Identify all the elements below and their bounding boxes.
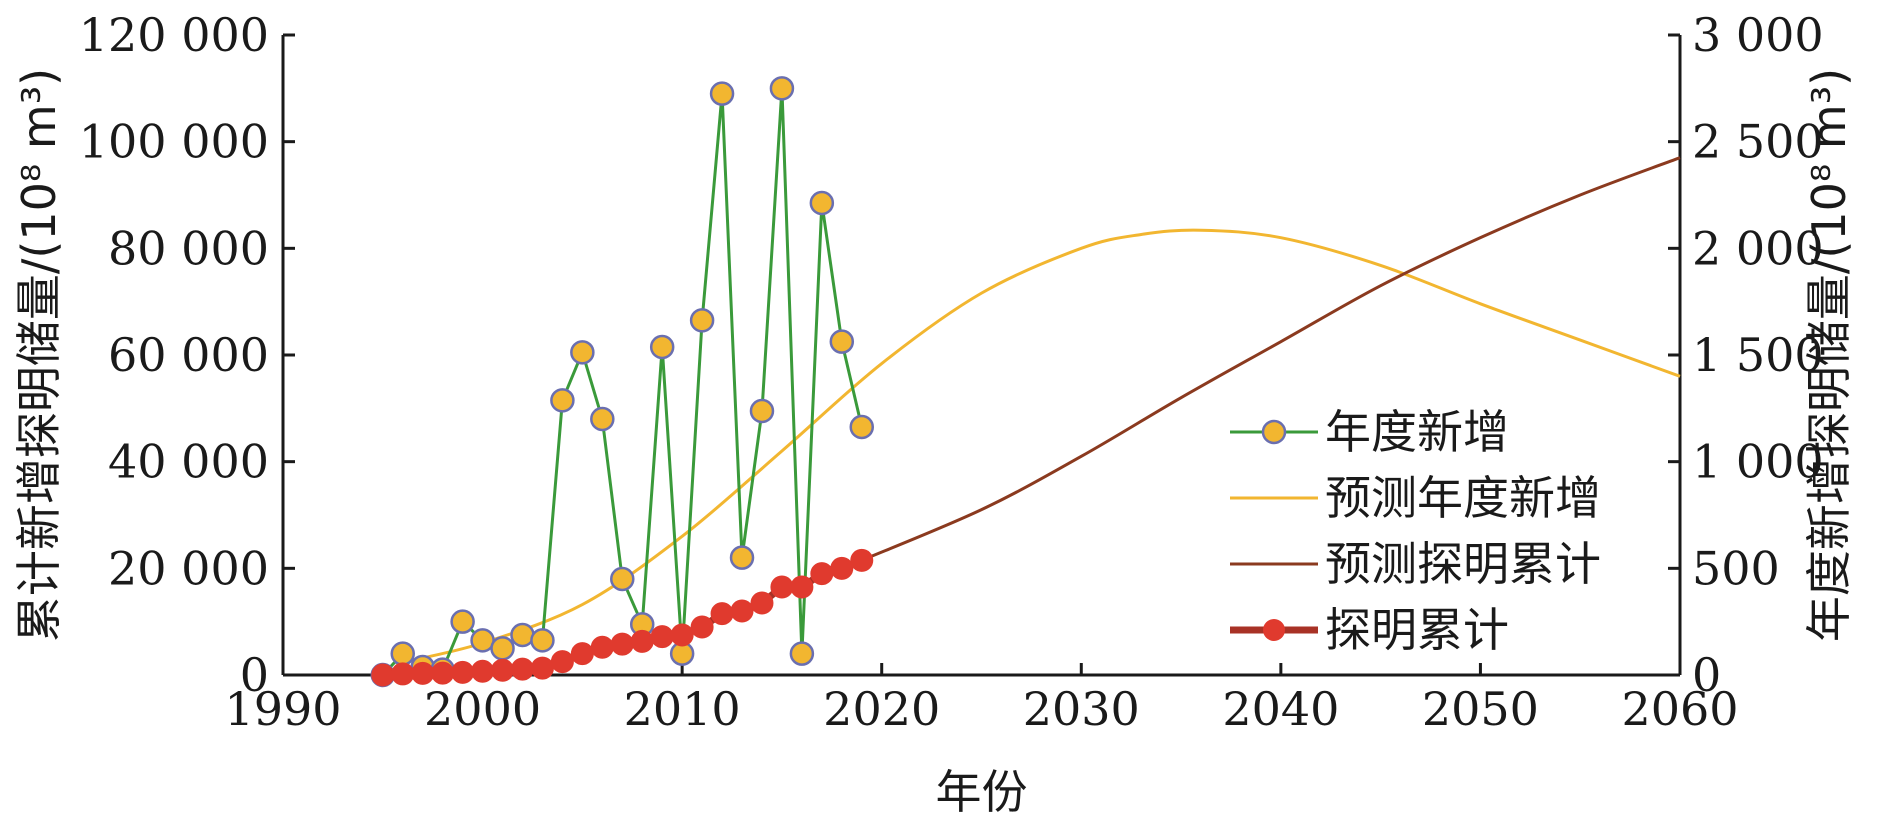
right-y-tick-label: 0 xyxy=(1692,648,1721,702)
left-y-tick-label: 20 000 xyxy=(108,541,269,595)
x-tick-label: 1990 xyxy=(224,682,341,736)
data-point xyxy=(849,414,875,440)
data-point xyxy=(829,329,855,354)
x-tick-label: 2060 xyxy=(1621,682,1738,736)
left-y-axis-title: 累计新增探明储量/(10⁸ m³) xyxy=(12,68,66,642)
legend-label: 年度新增 xyxy=(1325,405,1509,459)
data-point xyxy=(670,623,694,647)
x-tick-label: 2040 xyxy=(1222,682,1339,736)
data-point xyxy=(490,636,515,661)
data-point xyxy=(769,76,795,101)
data-point xyxy=(730,599,754,623)
data-point xyxy=(510,622,535,648)
data-point xyxy=(530,656,554,680)
data-point xyxy=(809,190,835,216)
data-point xyxy=(790,575,814,599)
x-axis-title: 年份 xyxy=(936,765,1028,819)
right-y-axis-title: 年度新增探明储量/(10⁸ m³) xyxy=(1802,68,1856,642)
data-point xyxy=(550,388,575,413)
legend-item: 探明累计 xyxy=(1230,603,1509,657)
data-point xyxy=(850,548,874,572)
right-y-tick-label: 3 000 xyxy=(1692,8,1824,62)
data-point xyxy=(770,575,794,599)
data-point xyxy=(411,661,435,685)
data-point xyxy=(610,632,634,656)
x-tick-label: 2010 xyxy=(624,682,741,736)
legend-label: 预测年度新增 xyxy=(1325,471,1601,525)
data-point xyxy=(450,609,475,634)
data-point xyxy=(650,625,674,649)
left-y-tick-label: 100 000 xyxy=(79,115,269,169)
data-point xyxy=(451,660,475,684)
x-tick-label: 2050 xyxy=(1422,682,1539,736)
legend-label: 探明累计 xyxy=(1325,603,1509,657)
legend-item: 年度新增 xyxy=(1230,405,1509,459)
data-point xyxy=(749,398,775,424)
x-tick-label: 2020 xyxy=(823,682,940,736)
legend-marker xyxy=(1263,619,1285,641)
left-y-tick-label: 0 xyxy=(240,648,269,702)
data-point xyxy=(729,545,755,570)
legend-marker xyxy=(1261,419,1287,445)
data-point xyxy=(371,663,395,687)
right-y-tick-label: 1 500 xyxy=(1692,328,1824,382)
data-point xyxy=(510,657,534,681)
data-point xyxy=(530,628,555,653)
data-point xyxy=(750,591,774,615)
right-y-tick-label: 2 500 xyxy=(1692,115,1824,169)
data-point xyxy=(789,641,815,666)
right-y-tick-label: 500 xyxy=(1692,541,1780,595)
left-y-tick-label: 120 000 xyxy=(79,8,269,62)
left-y-tick-label: 40 000 xyxy=(108,435,269,489)
data-point xyxy=(570,642,594,666)
data-point xyxy=(391,662,415,686)
data-point xyxy=(610,566,635,592)
data-point xyxy=(810,562,834,586)
series-line xyxy=(402,228,1681,664)
data-point xyxy=(649,334,675,360)
data-point xyxy=(709,81,735,106)
right-y-tick-label: 1 000 xyxy=(1692,435,1824,489)
data-point xyxy=(630,629,654,653)
left-y-tick-label: 60 000 xyxy=(108,328,269,382)
data-point xyxy=(570,340,595,365)
data-point xyxy=(710,602,734,626)
series-3 xyxy=(371,548,874,687)
data-point xyxy=(830,556,854,580)
x-tick-label: 2000 xyxy=(424,682,541,736)
data-point xyxy=(470,628,495,653)
data-point xyxy=(390,641,415,666)
legend-item: 预测探明累计 xyxy=(1230,537,1601,591)
data-point xyxy=(491,658,515,682)
series-2 xyxy=(861,156,1681,562)
data-point xyxy=(690,615,714,639)
data-point xyxy=(689,308,715,333)
data-point xyxy=(431,661,455,685)
left-y-tick-label: 80 000 xyxy=(108,221,269,275)
right-y-tick-label: 2 000 xyxy=(1692,221,1824,275)
data-point xyxy=(590,635,614,659)
legend-label: 预测探明累计 xyxy=(1325,537,1601,591)
data-point xyxy=(590,406,615,432)
series-line xyxy=(861,156,1681,562)
data-point xyxy=(471,659,495,683)
legend-item: 预测年度新增 xyxy=(1230,471,1601,525)
x-tick-label: 2030 xyxy=(1023,682,1140,736)
data-point xyxy=(550,650,574,674)
series-1 xyxy=(402,228,1681,664)
series-layer xyxy=(370,76,1681,688)
